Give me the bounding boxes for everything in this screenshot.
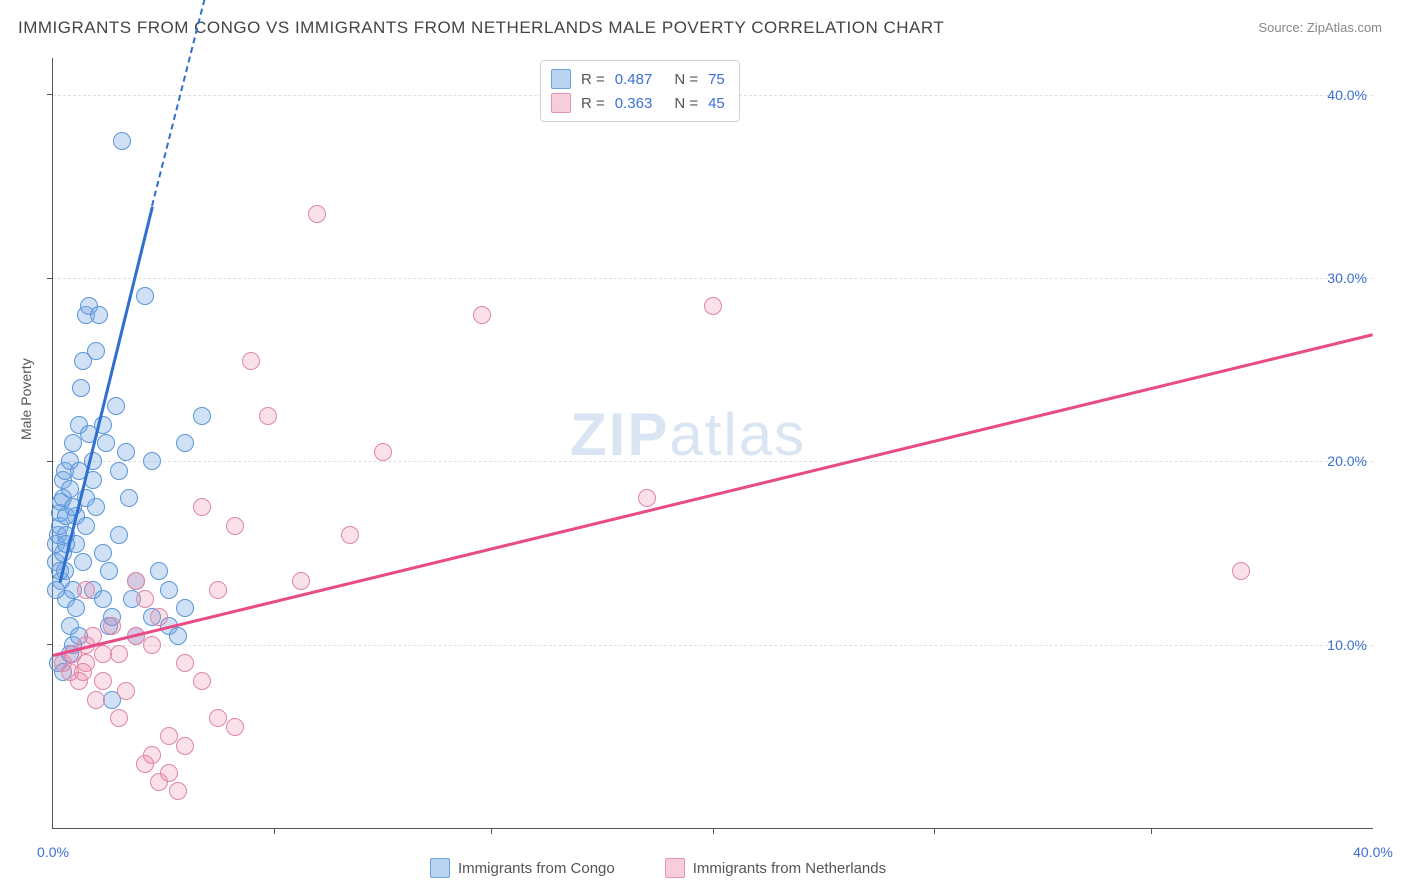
r-label: R = xyxy=(581,71,605,88)
n-label: N = xyxy=(674,95,698,112)
stats-row-series1: R = 0.487 N = 75 xyxy=(551,67,725,91)
n-value-series2: 45 xyxy=(708,95,725,112)
r-value-series1: 0.487 xyxy=(615,71,653,88)
legend-label-series1: Immigrants from Congo xyxy=(458,860,615,877)
chart-plot-area: 10.0%20.0%30.0%40.0%0.0%40.0% xyxy=(52,58,1373,829)
r-value-series2: 0.363 xyxy=(615,95,653,112)
r-label: R = xyxy=(581,95,605,112)
legend-item-series2: Immigrants from Netherlands xyxy=(665,858,886,878)
y-axis-label: Male Poverty xyxy=(18,358,34,440)
n-label: N = xyxy=(674,71,698,88)
stats-row-series2: R = 0.363 N = 45 xyxy=(551,91,725,115)
swatch-series2 xyxy=(665,858,685,878)
source-credit: Source: ZipAtlas.com xyxy=(1258,20,1382,35)
legend-item-series1: Immigrants from Congo xyxy=(430,858,615,878)
chart-title: IMMIGRANTS FROM CONGO VS IMMIGRANTS FROM… xyxy=(18,18,944,38)
correlation-stats-legend: R = 0.487 N = 75 R = 0.363 N = 45 xyxy=(540,60,740,122)
swatch-series2 xyxy=(551,93,571,113)
n-value-series1: 75 xyxy=(708,71,725,88)
series-legend: Immigrants from Congo Immigrants from Ne… xyxy=(430,858,886,878)
swatch-series1 xyxy=(430,858,450,878)
legend-label-series2: Immigrants from Netherlands xyxy=(693,860,886,877)
swatch-series1 xyxy=(551,69,571,89)
